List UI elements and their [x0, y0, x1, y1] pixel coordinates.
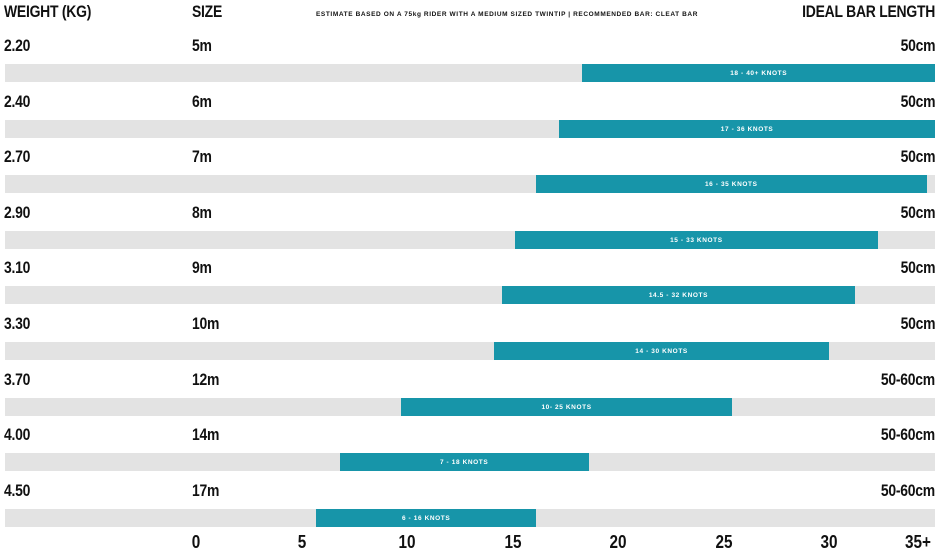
- row-bar-length: 50cm: [900, 147, 935, 166]
- row-bar-length: 50cm: [900, 92, 935, 111]
- row-size: 6m: [192, 92, 212, 111]
- row-weight: 2.40: [4, 92, 31, 111]
- row-bar-length: 50cm: [900, 203, 935, 222]
- row-bar-length: 50cm: [900, 36, 935, 55]
- row-size: 17m: [192, 481, 220, 500]
- row-weight: 4.50: [4, 481, 31, 500]
- row-size: 14m: [192, 425, 220, 444]
- row-size: 9m: [192, 258, 212, 277]
- wind-range-bar: 7 - 18 KNOTS: [339, 453, 589, 471]
- row-size: 10m: [192, 314, 220, 333]
- wind-range-bar: 18 - 40+ KNOTS: [582, 64, 935, 82]
- header-size: SIZE: [192, 2, 223, 21]
- x-tick-label: 15: [504, 532, 522, 552]
- x-tick-label: 0: [191, 532, 201, 552]
- row-bar-length: 50-60cm: [880, 425, 935, 444]
- header-bar-length: IDEAL BAR LENGTH: [802, 2, 935, 21]
- x-tick-label: 20: [609, 532, 627, 552]
- wind-range-bar: 10- 25 KNOTS: [400, 398, 733, 416]
- wind-range-bar: 17 - 36 KNOTS: [559, 120, 935, 138]
- header-weight: WEIGHT (KG): [4, 2, 92, 21]
- row-bar-length: 50-60cm: [880, 481, 935, 500]
- row-weight: 2.90: [4, 203, 31, 222]
- row-weight: 2.20: [4, 36, 31, 55]
- row-weight: 3.30: [4, 314, 31, 333]
- wind-range-bar: 16 - 35 KNOTS: [535, 175, 927, 193]
- wind-range-bar: 6 - 16 KNOTS: [316, 509, 536, 527]
- row-size: 8m: [192, 203, 212, 222]
- row-bar-length: 50cm: [900, 258, 935, 277]
- row-bar-length: 50cm: [900, 314, 935, 333]
- row-weight: 4.00: [4, 425, 31, 444]
- wind-range-bar: 14.5 - 32 KNOTS: [502, 286, 855, 304]
- wind-range-bar: 14 - 30 KNOTS: [493, 342, 830, 360]
- x-tick-label: 10: [398, 532, 416, 552]
- row-size: 12m: [192, 370, 220, 389]
- x-tick-label: 5: [297, 532, 306, 552]
- x-tick-label: 25: [715, 532, 733, 552]
- row-weight: 3.70: [4, 370, 31, 389]
- row-weight: 2.70: [4, 147, 31, 166]
- row-bar-length: 50-60cm: [880, 370, 935, 389]
- row-size: 7m: [192, 147, 212, 166]
- row-size: 5m: [192, 36, 212, 55]
- header-note: ESTIMATE BASED ON A 75kg RIDER WITH A ME…: [315, 11, 699, 18]
- wind-range-bar: 15 - 33 KNOTS: [514, 231, 878, 249]
- x-tick-label: 35+: [905, 532, 931, 552]
- row-weight: 3.10: [4, 258, 31, 277]
- x-tick-label: 30: [820, 532, 838, 552]
